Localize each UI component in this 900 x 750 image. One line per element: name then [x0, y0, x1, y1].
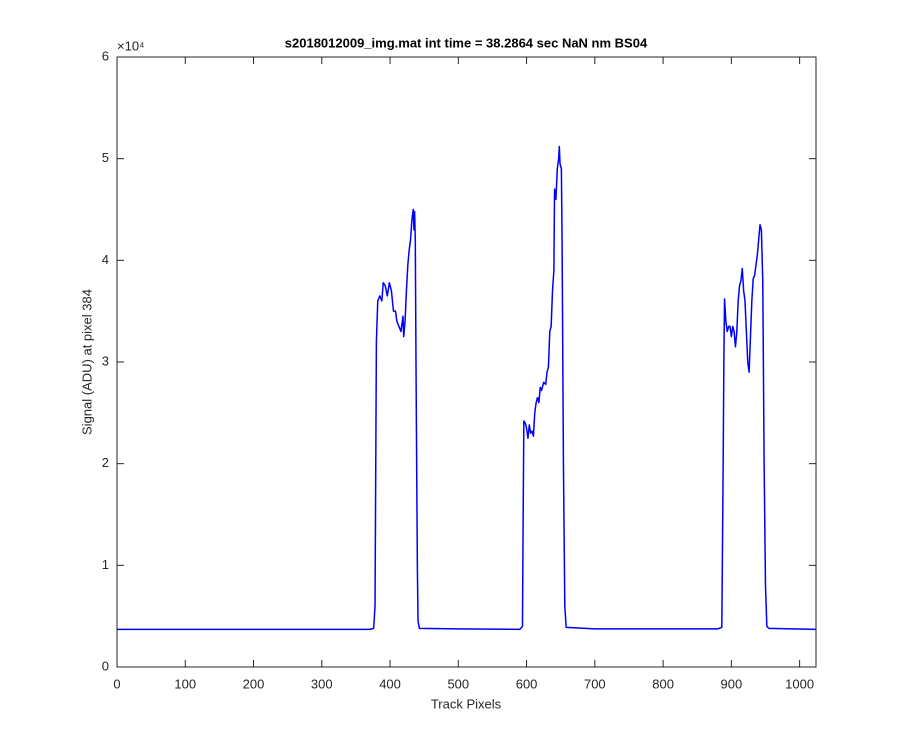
y-tick-label: 3 [102, 353, 109, 368]
x-tick-label: 100 [174, 676, 196, 691]
y-tick-label: 1 [102, 557, 109, 572]
x-axis-label: Track Pixels [431, 696, 502, 711]
x-tick-label: 300 [311, 676, 333, 691]
x-tick-label: 500 [447, 676, 469, 691]
x-tick-label: 600 [516, 676, 538, 691]
y-axis-label: Signal (ADU) at pixel 384 [79, 289, 94, 435]
chart-title: s2018012009_img.mat int time = 38.2864 s… [285, 35, 648, 50]
y-tick-label: 5 [102, 150, 109, 165]
axes-box [116, 56, 817, 668]
x-tick-label: 700 [584, 676, 606, 691]
x-tick-label: 200 [243, 676, 265, 691]
y-tick-label: 2 [102, 455, 109, 470]
x-tick-label: 1000 [785, 676, 814, 691]
y-tick-label: 0 [102, 658, 109, 673]
data-line [117, 145, 817, 631]
x-tick-label: 400 [379, 676, 401, 691]
y-tick-label: 4 [102, 252, 109, 267]
y-tick-label: 6 [102, 48, 109, 63]
y-exponent-label: ×10⁴ [117, 38, 145, 53]
x-tick-label: 900 [721, 676, 743, 691]
x-tick-label: 800 [652, 676, 674, 691]
x-tick-label: 0 [113, 676, 120, 691]
